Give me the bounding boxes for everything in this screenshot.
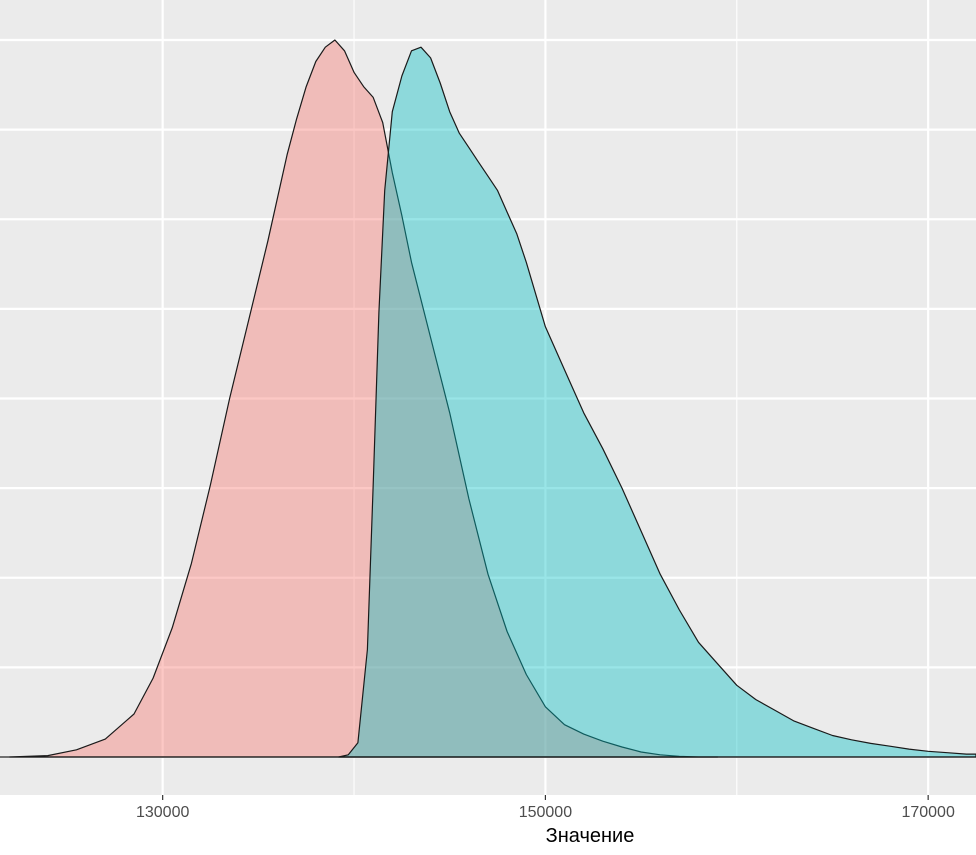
x-axis-title: Значение: [546, 825, 635, 847]
density-area-0: [9, 39, 719, 758]
grid-lines: [0, 0, 976, 795]
x-tick-label-1: 150000: [519, 804, 572, 821]
x-axis-ticks: 130000 150000 170000: [136, 795, 955, 821]
density-areas: [0, 39, 976, 758]
density-area-1: [338, 46, 976, 758]
x-tick-label-0: 130000: [136, 804, 189, 821]
x-tick-label-2: 170000: [901, 804, 954, 821]
